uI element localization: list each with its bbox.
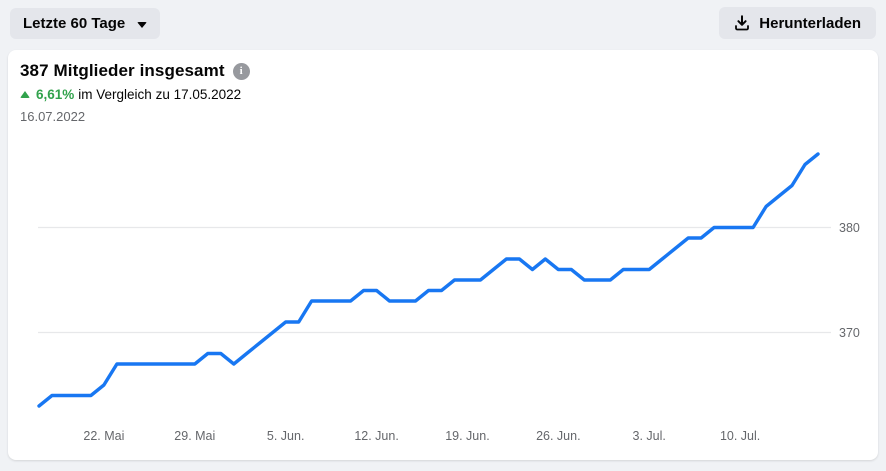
svg-text:380: 380 bbox=[839, 221, 860, 235]
svg-text:22. Mai: 22. Mai bbox=[83, 429, 124, 443]
download-button[interactable]: Herunterladen bbox=[719, 7, 876, 39]
delta-value: 6,61% bbox=[36, 87, 75, 102]
panel-title: 387 Mitglieder insgesamt bbox=[20, 61, 225, 80]
chart-axis-labels: 380 370 22. Mai 29. Mai 5. Jun. 12. Jun. 19. J… bbox=[83, 221, 859, 443]
svg-text:370: 370 bbox=[839, 326, 860, 340]
chart-gridlines bbox=[38, 226, 831, 334]
insights-card: 387 Mitglieder insgesamt i 6,61% im Verg… bbox=[8, 50, 878, 460]
svg-text:29. Mai: 29. Mai bbox=[174, 429, 215, 443]
card-header: 387 Mitglieder insgesamt i 6,61% im Verg… bbox=[20, 61, 250, 124]
svg-text:26. Jun.: 26. Jun. bbox=[536, 429, 580, 443]
svg-text:12. Jun.: 12. Jun. bbox=[354, 429, 398, 443]
trend-up-icon bbox=[20, 91, 30, 98]
date-range-label: Letzte 60 Tage bbox=[23, 15, 126, 32]
caret-down-icon bbox=[137, 21, 148, 28]
info-icon[interactable]: i bbox=[232, 62, 250, 80]
chart-line-series bbox=[37, 152, 820, 408]
toolbar: Letzte 60 Tage Herunterladen bbox=[0, 0, 886, 48]
delta-comparison-text: im Vergleich zu 17.05.2022 bbox=[78, 87, 242, 102]
download-label: Herunterladen bbox=[759, 14, 861, 32]
current-date-label: 16.07.2022 bbox=[20, 109, 86, 124]
svg-text:10. Jul.: 10. Jul. bbox=[720, 429, 760, 443]
svg-text:5. Jun.: 5. Jun. bbox=[267, 429, 305, 443]
svg-text:19. Jun.: 19. Jun. bbox=[445, 429, 489, 443]
download-icon bbox=[735, 15, 750, 31]
date-range-dropdown[interactable]: Letzte 60 Tage bbox=[10, 8, 161, 39]
svg-text:3. Jul.: 3. Jul. bbox=[633, 429, 666, 443]
